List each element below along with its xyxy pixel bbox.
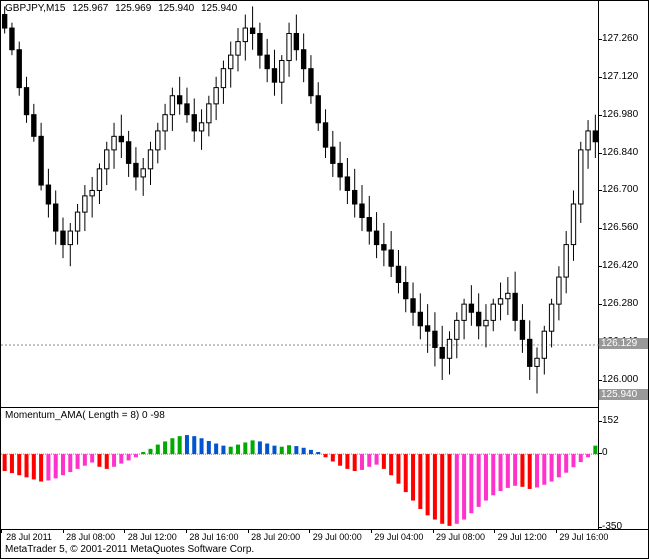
x-tick-label: 28 Jul 08:00 [66,532,115,542]
y-tick-label: 126.000 [602,374,638,385]
main-y-axis: 126.000126.140126.280126.420126.560126.7… [599,1,649,407]
y-tick-label: 126.980 [602,109,638,120]
indicator-canvas [1,408,599,530]
x-tick-label: 28 Jul 12:00 [128,532,177,542]
indicator-chart[interactable]: Momentum_AMA( Length = 8) 0 -98 [1,407,599,529]
footer-copyright: MetaTrader 5, © 2001-2011 MetaQuotes Sof… [5,544,254,555]
ohlc-o: 125.967 [72,3,108,14]
indicator-y-axis: -3500152 [599,407,649,529]
indicator-y-tick: 152 [602,415,619,426]
price-marker: 126.129 [599,338,648,349]
indicator-title: Momentum_AMA( Length = 8) 0 -98 [5,410,165,421]
y-tick-label: 126.560 [602,222,638,233]
x-tick-label: 29 Jul 12:00 [498,532,547,542]
ohlc-c: 125.940 [201,3,237,14]
x-tick-label: 28 Jul 20:00 [251,532,300,542]
y-tick-label: 126.420 [602,260,638,271]
price-marker: 125.940 [599,389,648,400]
ohlc-h: 125.969 [115,3,151,14]
symbol-label: GBPJPY,M15 [5,3,65,14]
x-tick-label: 29 Jul 16:00 [559,532,608,542]
y-tick-label: 127.120 [602,71,638,82]
chart-container: GBPJPY,M15 125.967 125.969 125.940 125.9… [0,0,649,559]
x-tick-label: 28 Jul 16:00 [189,532,238,542]
ohlc-l: 125.940 [158,3,194,14]
x-tick-label: 29 Jul 08:00 [436,532,485,542]
candlestick-canvas [1,1,599,407]
main-price-chart[interactable]: GBPJPY,M15 125.967 125.969 125.940 125.9… [1,1,599,407]
x-tick-label: 29 Jul 04:00 [374,532,423,542]
chart-title: GBPJPY,M15 125.967 125.969 125.940 125.9… [5,3,241,14]
y-tick-label: 127.260 [602,33,638,44]
y-tick-label: 126.280 [602,298,638,309]
x-tick-label: 29 Jul 00:00 [313,532,362,542]
time-axis: 28 Jul 2011 28 Jul 08:00 28 Jul 12:00 28 Ju… [1,529,649,558]
indicator-y-tick: 0 [602,447,608,458]
y-tick-label: 126.700 [602,184,638,195]
y-tick-label: 126.840 [602,147,638,158]
x-tick-label: 28 Jul 2011 [6,532,52,542]
